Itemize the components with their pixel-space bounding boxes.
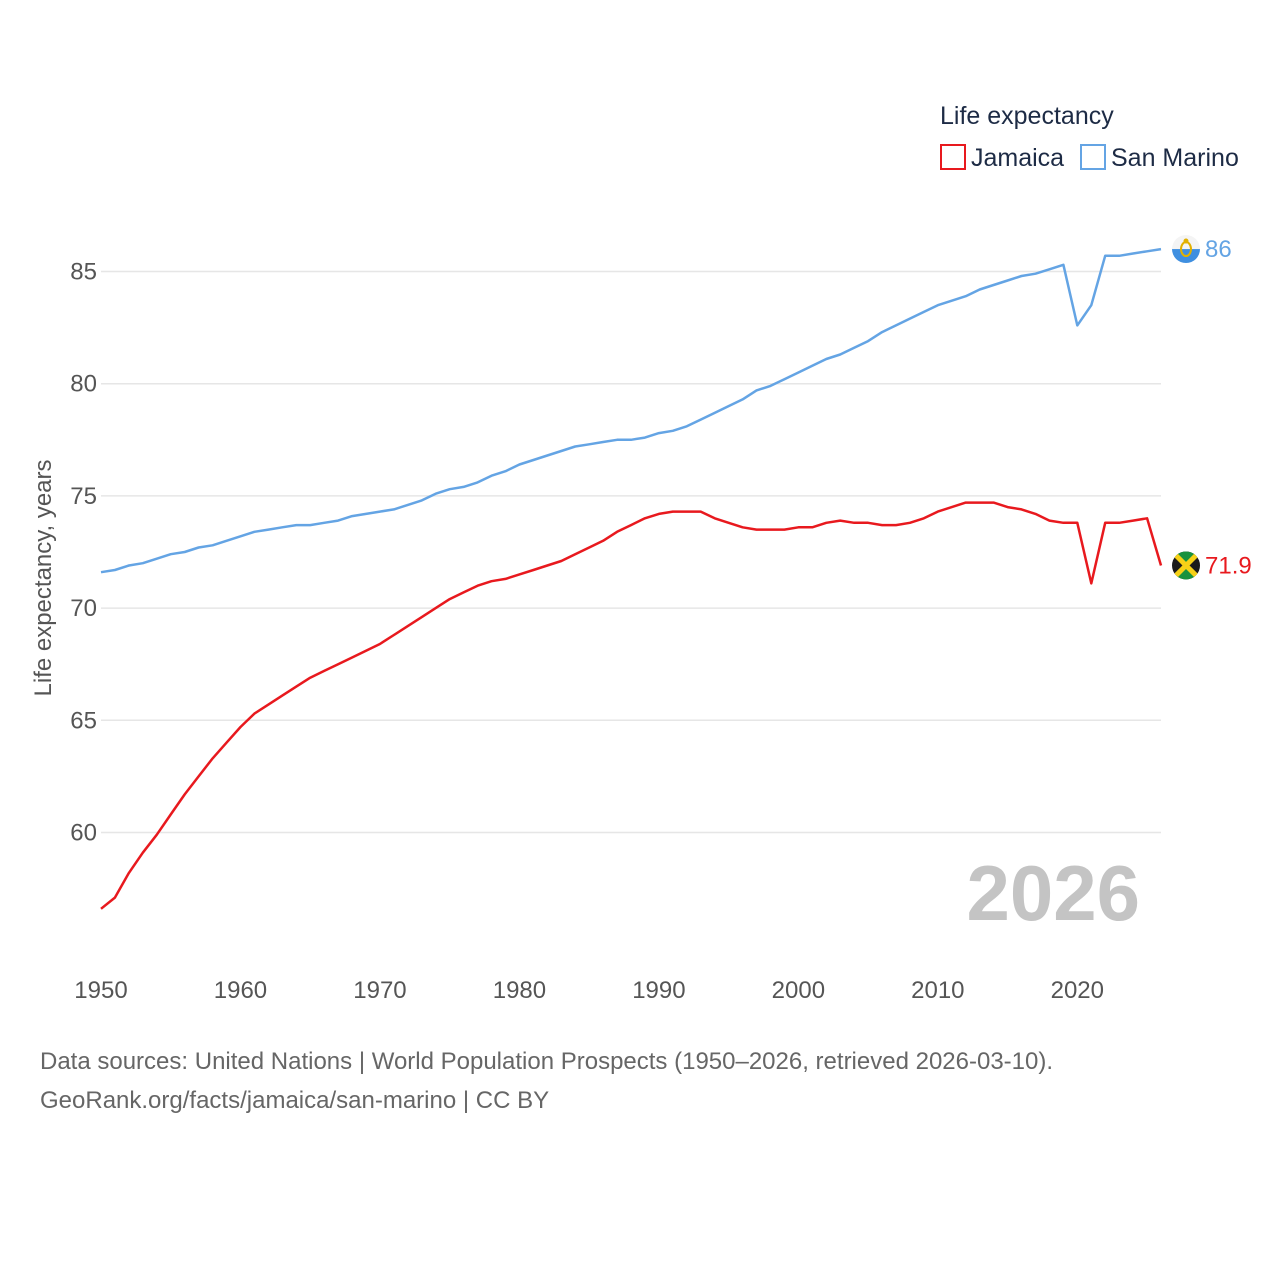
x-tick-label: 1960 — [214, 977, 267, 1004]
x-tick-label: 2020 — [1051, 977, 1104, 1004]
x-tick-label: 2000 — [772, 977, 825, 1004]
source-link-text: GeoRank.org/facts/jamaica/san-marino | C… — [40, 1087, 550, 1114]
gridlines — [101, 270, 1161, 834]
year-label: 2026 — [966, 849, 1140, 937]
x-tick-label: 1970 — [353, 977, 406, 1004]
series-lines — [100, 247, 1163, 910]
legend-swatch-san-marino — [1080, 144, 1106, 170]
data-sources-text: Data sources: United Nations | World Pop… — [40, 1048, 1054, 1075]
legend-swatch-jamaica — [940, 144, 966, 170]
series-line-jamaica[interactable] — [100, 501, 1163, 910]
legend-item-jamaica[interactable]: Jamaica — [940, 144, 1064, 172]
x-tick-label: 1990 — [632, 977, 685, 1004]
end-label-jamaica: 71.9 — [1205, 552, 1252, 579]
x-tick-label: 1980 — [493, 977, 546, 1004]
y-tick-label: 85 — [70, 259, 97, 286]
end-label-san-marino: 86 — [1205, 236, 1232, 263]
legend-label-jamaica: Jamaica — [971, 144, 1064, 172]
y-tick-label: 70 — [70, 595, 97, 622]
y-axis-ticks: 60 65 70 75 80 85 — [70, 259, 97, 847]
y-axis-title: Life expectancy, years — [30, 459, 57, 696]
x-axis-ticks: 1950 1960 1970 1980 1990 2000 2010 2020 — [74, 977, 1104, 1004]
series-line-san-marino[interactable] — [100, 247, 1162, 574]
footer: Data sources: United Nations | World Pop… — [40, 1042, 1250, 1120]
legend-label-san-marino: San Marino — [1111, 144, 1239, 172]
life-expectancy-chart: Life expectancy Jamaica San Marino Life … — [30, 102, 1252, 1004]
legend-title: Life expectancy — [940, 102, 1114, 130]
y-tick-label: 80 — [70, 371, 97, 398]
san-marino-flag-icon — [1172, 235, 1200, 264]
legend-item-san-marino[interactable]: San Marino — [1080, 144, 1239, 172]
y-tick-label: 65 — [70, 707, 97, 734]
x-tick-label: 1950 — [74, 977, 127, 1004]
y-tick-label: 60 — [70, 820, 97, 847]
y-tick-label: 75 — [70, 483, 97, 510]
jamaica-flag-icon — [1172, 551, 1200, 580]
x-tick-label: 2010 — [911, 977, 964, 1004]
